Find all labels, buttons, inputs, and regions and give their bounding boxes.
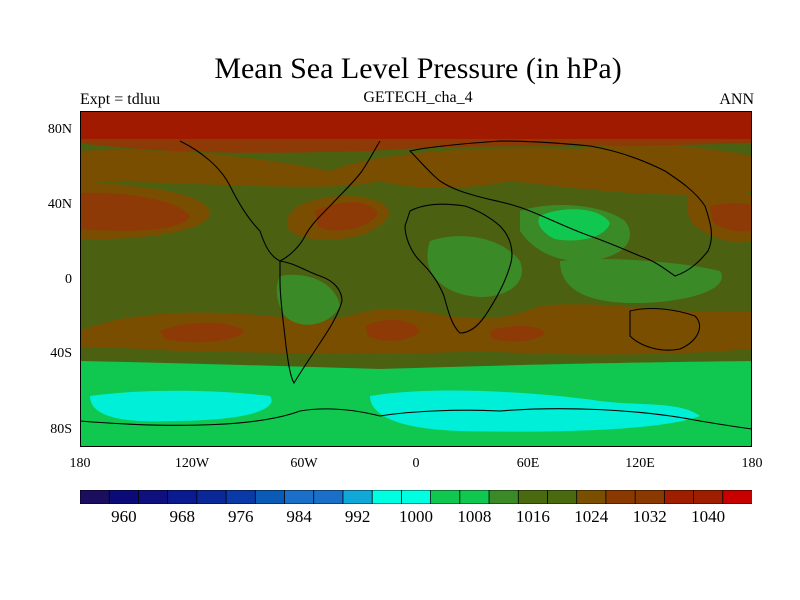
lon-label-180w: 180 bbox=[69, 456, 91, 471]
eurasia-coast bbox=[408, 140, 712, 277]
map-title: Mean Sea Level Pressure (in hPa) bbox=[214, 52, 622, 85]
azores-high-core bbox=[315, 202, 378, 231]
colorbar-svg bbox=[79, 489, 753, 505]
colorbar-swatch bbox=[459, 489, 490, 505]
lat-label-0: 0 bbox=[65, 272, 72, 287]
arctic-high-edge bbox=[80, 139, 752, 153]
experiment-label: Expt = tdluu bbox=[80, 91, 161, 108]
lat-label-80s: 80S bbox=[50, 422, 72, 437]
colorbar bbox=[79, 489, 753, 505]
colorbar-swatch bbox=[722, 489, 753, 505]
southern-ocean-core-east bbox=[370, 390, 700, 432]
africa-low bbox=[427, 236, 522, 297]
lon-label-120e: 120E bbox=[625, 456, 655, 471]
colorbar-label: 984 bbox=[286, 507, 312, 526]
map-subtitle: GETECH_cha_4 bbox=[363, 89, 473, 106]
south-pacific-high bbox=[160, 322, 245, 343]
colorbar-label: 1016 bbox=[515, 507, 550, 526]
colorbar-label: 976 bbox=[227, 507, 254, 526]
colorbar-label: 1032 bbox=[632, 507, 667, 526]
colorbar-swatch bbox=[284, 489, 315, 505]
colorbar-swatch bbox=[79, 489, 111, 505]
colorbar-swatch bbox=[313, 489, 344, 505]
colorbar-label: 960 bbox=[111, 507, 137, 526]
north-pacific-high-core bbox=[80, 192, 190, 231]
colorbar-swatch bbox=[108, 489, 140, 505]
colorbar-swatch bbox=[634, 489, 666, 505]
colorbar-swatch bbox=[254, 489, 286, 505]
colorbar-swatch bbox=[430, 489, 461, 505]
lon-label-120w: 120W bbox=[174, 456, 210, 471]
colorbar-label: 1024 bbox=[574, 507, 609, 526]
lat-label-80n: 80N bbox=[47, 122, 72, 137]
indian-ocean-high bbox=[490, 325, 545, 342]
colorbar-swatch bbox=[196, 489, 227, 505]
south-america-coast bbox=[279, 260, 343, 385]
lon-label-60w: 60W bbox=[290, 456, 318, 471]
southern-ocean-core-west bbox=[90, 390, 272, 422]
colorbar-swatch bbox=[547, 489, 578, 505]
maritime-low bbox=[560, 259, 722, 304]
colorbar-swatch bbox=[605, 489, 637, 505]
colorbar-swatch bbox=[138, 489, 169, 505]
south-atlantic-high bbox=[365, 319, 420, 341]
australia-coast bbox=[629, 307, 700, 351]
south-america-low bbox=[276, 274, 340, 325]
colorbar-swatch bbox=[400, 489, 432, 505]
colorbar-swatch bbox=[225, 489, 257, 505]
colorbar-swatch bbox=[371, 489, 403, 505]
pressure-map bbox=[79, 111, 753, 447]
asia-low-core bbox=[538, 209, 610, 241]
colorbar-swatch bbox=[693, 489, 724, 505]
map-frame bbox=[80, 111, 752, 447]
colorbar-swatch bbox=[488, 489, 520, 505]
colorbar-label: 1008 bbox=[457, 507, 492, 526]
colorbar-label: 992 bbox=[344, 507, 371, 526]
antarctica-coast bbox=[79, 408, 753, 430]
lon-label-180e: 180 bbox=[741, 456, 763, 471]
colorbar-swatch bbox=[663, 489, 695, 505]
antarctic-margin bbox=[80, 431, 752, 447]
season-label: ANN bbox=[719, 91, 754, 108]
lon-label-0: 0 bbox=[412, 456, 420, 471]
arctic-high bbox=[80, 111, 752, 143]
north-america-coast bbox=[179, 140, 381, 262]
colorbar-swatch bbox=[576, 489, 607, 505]
colorbar-swatch bbox=[342, 489, 374, 505]
lat-label-40n: 40N bbox=[47, 197, 72, 212]
west-pacific-high-core bbox=[710, 202, 752, 232]
colorbar-swatch bbox=[167, 489, 198, 505]
lon-label-60e: 60E bbox=[516, 456, 540, 471]
coastlines bbox=[79, 140, 753, 430]
colorbar-label: 968 bbox=[169, 507, 196, 526]
lat-label-40s: 40S bbox=[50, 346, 72, 361]
africa-coast bbox=[404, 203, 513, 334]
northern-high-belt bbox=[80, 145, 752, 195]
colorbar-label: 1000 bbox=[399, 507, 433, 526]
colorbar-swatch bbox=[517, 489, 549, 505]
colorbar-label: 1040 bbox=[691, 507, 726, 526]
pressure-map-svg bbox=[79, 111, 753, 447]
